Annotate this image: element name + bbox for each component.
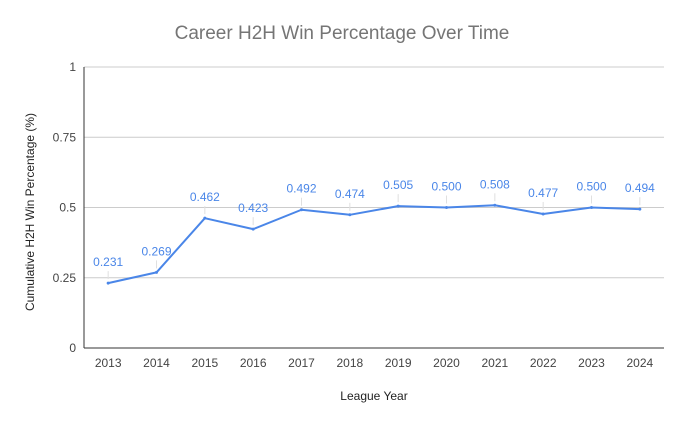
data-label: 0.477 xyxy=(528,186,558,200)
x-tick-label: 2015 xyxy=(191,356,218,370)
series-layer xyxy=(106,203,642,285)
x-tick-label: 2013 xyxy=(95,356,122,370)
x-tick-label: 2017 xyxy=(288,356,315,370)
x-tick-label: 2024 xyxy=(626,356,653,370)
data-label: 0.505 xyxy=(383,178,413,192)
data-point xyxy=(300,208,303,212)
data-label: 0.508 xyxy=(480,177,510,191)
data-point xyxy=(251,227,255,231)
data-point xyxy=(541,212,545,216)
x-axis-ticks: 2013 2014 2015 2016 2017 2018 2019 2020 2021 2022… xyxy=(95,356,654,370)
y-tick-label: 0.75 xyxy=(53,130,77,144)
x-tick-label: 2014 xyxy=(143,356,170,370)
data-point xyxy=(396,204,400,208)
data-label: 0.462 xyxy=(190,190,220,204)
x-axis-title: League Year xyxy=(340,389,407,403)
data-point xyxy=(203,216,207,220)
x-tick-label: 2018 xyxy=(336,356,363,370)
data-label: 0.474 xyxy=(335,187,365,201)
data-label: 0.269 xyxy=(141,244,171,258)
x-tick-label: 2023 xyxy=(578,356,605,370)
x-tick-label: 2021 xyxy=(481,356,508,370)
data-label: 0.423 xyxy=(238,201,268,215)
y-axis-ticks: 0 0.25 0.5 0.75 1 xyxy=(53,60,77,355)
x-tick-label: 2020 xyxy=(433,356,460,370)
x-tick-label: 2022 xyxy=(530,356,557,370)
y-tick-label: 0.25 xyxy=(53,271,77,285)
data-label: 0.500 xyxy=(576,180,606,194)
x-tick-label: 2019 xyxy=(385,356,412,370)
y-tick-label: 0.5 xyxy=(59,201,76,215)
chart-title: Career H2H Win Percentage Over Time xyxy=(175,23,510,44)
series-line xyxy=(107,204,640,285)
y-tick-label: 1 xyxy=(69,60,76,74)
data-point xyxy=(445,206,448,209)
y-tick-label: 0 xyxy=(69,341,76,355)
x-tick-label: 2016 xyxy=(240,356,267,370)
gridlines xyxy=(84,66,664,279)
data-labels: 0.231 0.269 0.462 0.423 0.492 0.474 0.505 0.500… xyxy=(93,177,655,280)
data-point xyxy=(590,206,593,209)
data-label: 0.500 xyxy=(431,180,461,194)
data-label: 0.492 xyxy=(286,182,316,196)
y-axis-title: Cumulative H2H Win Percentage (%) xyxy=(23,113,37,311)
data-point xyxy=(155,270,158,274)
data-label: 0.231 xyxy=(93,255,123,269)
data-label: 0.494 xyxy=(625,181,655,195)
data-point xyxy=(348,213,352,217)
data-point xyxy=(106,281,110,285)
data-point xyxy=(493,203,497,207)
data-point xyxy=(638,207,642,211)
